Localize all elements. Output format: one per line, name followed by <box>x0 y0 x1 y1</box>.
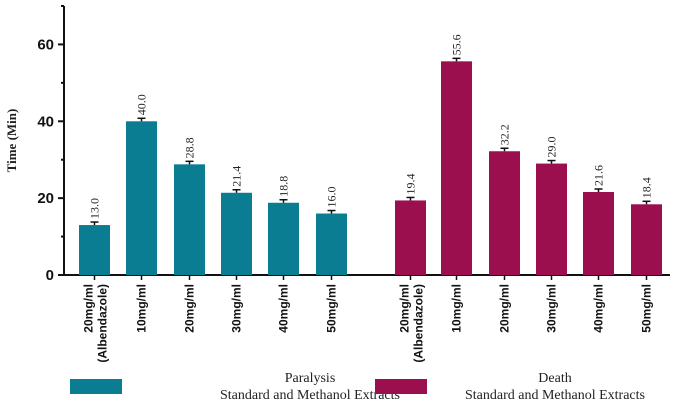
x-tick-label: 30mg/ml <box>230 284 244 333</box>
bar <box>174 164 205 275</box>
y-tick-label: 60 <box>37 36 54 53</box>
data-label: 55.6 <box>450 34 464 55</box>
bar <box>79 225 110 275</box>
x-tick-label: 30mg/ml <box>545 284 559 333</box>
x-tick-label: 20mg/ml <box>498 284 512 333</box>
legend-swatch <box>375 379 427 394</box>
bar <box>395 200 426 275</box>
data-label: 18.8 <box>277 176 291 197</box>
x-tick-label: 10mg/ml <box>135 284 149 333</box>
bar <box>489 151 520 275</box>
data-label: 19.4 <box>404 173 418 194</box>
legend-label: Paralysis <box>285 371 336 386</box>
bar <box>316 213 347 275</box>
x-tick-label: 40mg/ml <box>592 284 606 333</box>
bar <box>631 204 662 275</box>
y-axis-label: Time (Min) <box>4 109 19 173</box>
data-label: 40.0 <box>135 94 149 115</box>
legend-label: Death <box>538 371 571 386</box>
x-tick-label: 50mg/ml <box>325 284 339 333</box>
bar <box>583 191 614 275</box>
bar <box>268 202 299 275</box>
bar <box>441 61 472 275</box>
legend-swatch <box>70 379 122 394</box>
data-label: 21.4 <box>230 166 244 187</box>
y-tick-label: 20 <box>37 190 54 207</box>
legend: Paralysis Standard and Methanol Extracts D… <box>70 371 645 403</box>
legend-sublabel: Standard and Methanol Extracts <box>465 388 645 403</box>
data-label: 13.0 <box>88 198 102 219</box>
data-label: 29.0 <box>545 137 559 158</box>
x-tick-label: 20mg/ml <box>398 284 412 333</box>
y-tick-label: 40 <box>37 113 54 130</box>
legend-sublabel: Standard and Methanol Extracts <box>220 388 400 403</box>
data-label: 18.4 <box>640 177 654 198</box>
x-tick-label: (Albendazole) <box>96 284 110 363</box>
data-label: 28.8 <box>183 137 197 158</box>
x-tick-label: 20mg/ml <box>183 284 197 333</box>
bar <box>126 121 157 276</box>
bars: 13.0 40.0 28.8 21.4 18.8 16.0 19.4 55.6 32.2 29.0… <box>79 34 662 276</box>
bar <box>536 163 567 275</box>
x-tick-label: 50mg/ml <box>640 284 654 333</box>
y-tick-label: 0 <box>46 267 54 284</box>
bar <box>221 192 252 275</box>
x-tick-label: 10mg/ml <box>450 284 464 333</box>
x-tick-label: (Albendazole) <box>412 284 426 363</box>
x-tick-label: 20mg/ml <box>82 284 96 333</box>
data-label: 16.0 <box>325 187 339 208</box>
x-tick-label: 40mg/ml <box>277 284 291 333</box>
data-label: 32.2 <box>498 124 512 145</box>
data-label: 21.6 <box>592 165 606 186</box>
